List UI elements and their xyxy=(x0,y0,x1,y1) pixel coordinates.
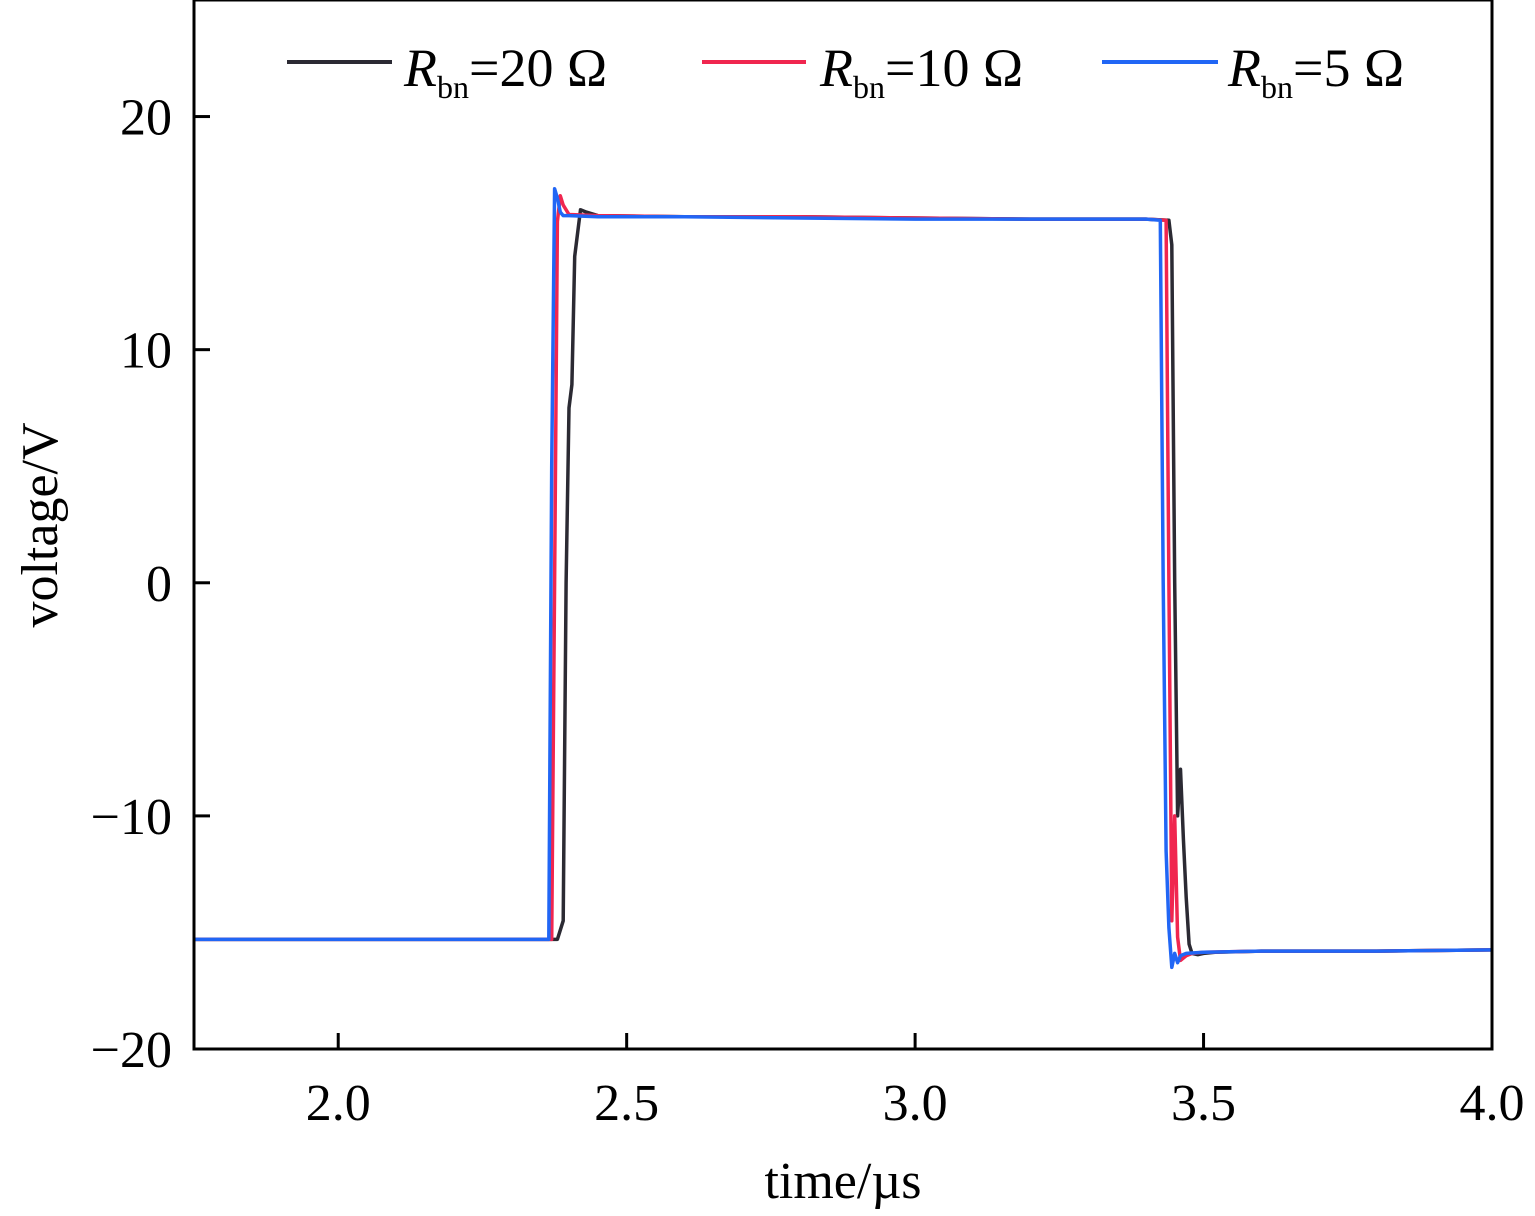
x-tick-label: 2.0 xyxy=(306,1075,371,1132)
legend-symbol: R xyxy=(403,38,437,98)
x-tick-label: 4.0 xyxy=(1460,1075,1525,1132)
y-tick-label: −20 xyxy=(91,1022,172,1079)
legend-subscript: bn xyxy=(853,69,885,105)
x-axis-label: time/µs xyxy=(764,1153,921,1210)
x-tick-label: 3.0 xyxy=(883,1075,948,1132)
legend-symbol: R xyxy=(819,38,853,98)
legend-entry-1: Rbn=10 Ω xyxy=(819,38,1023,105)
y-tick-label: −10 xyxy=(91,789,172,846)
legend-value: =10 Ω xyxy=(885,38,1023,98)
y-tick-label: 20 xyxy=(120,90,172,147)
x-tick-label: 2.5 xyxy=(594,1075,659,1132)
legend-entry-0: Rbn=20 Ω xyxy=(403,38,607,105)
series-line-2 xyxy=(194,187,1492,970)
y-tick-label: 10 xyxy=(120,323,172,380)
y-axis: −20 −10 0 10 20 xyxy=(91,90,210,1079)
legend-value: =5 Ω xyxy=(1293,38,1404,98)
legend-subscript: bn xyxy=(437,69,469,105)
series-line-1 xyxy=(194,194,1492,963)
y-tick-label: 0 xyxy=(146,556,172,613)
series-line-0 xyxy=(194,208,1492,957)
legend: Rbn=20 Ω Rbn=10 Ω Rbn=5 Ω xyxy=(287,38,1404,105)
legend-entry-2: Rbn=5 Ω xyxy=(1227,38,1404,105)
plot-frame xyxy=(192,0,1494,1051)
legend-subscript: bn xyxy=(1261,69,1293,105)
legend-symbol: R xyxy=(1227,38,1261,98)
legend-value: =20 Ω xyxy=(469,38,607,98)
x-axis: 2.0 2.5 3.0 3.5 4.0 xyxy=(306,1033,1525,1132)
series-layer xyxy=(194,187,1492,970)
x-tick-label: 3.5 xyxy=(1171,1075,1236,1132)
y-axis-label: voltage/V xyxy=(12,422,69,627)
